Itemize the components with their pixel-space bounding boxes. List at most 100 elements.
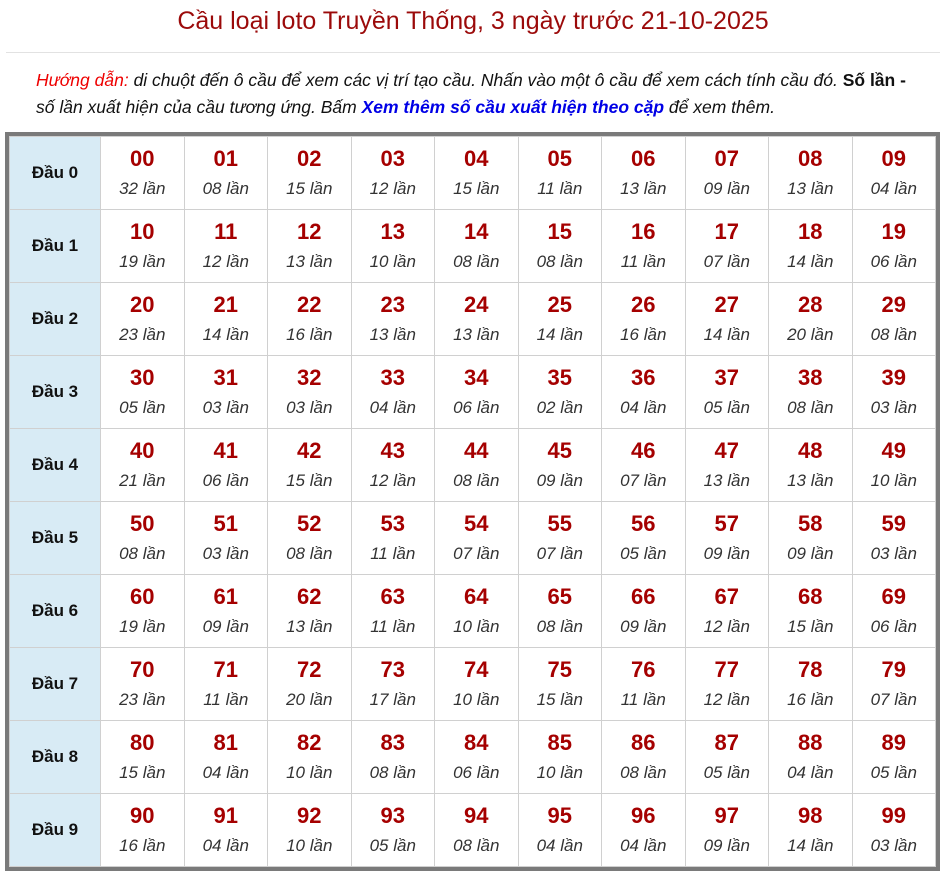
loto-cell-02[interactable]: 02 15 lần: [267, 136, 352, 210]
loto-cell-43[interactable]: 43 12 lần: [350, 428, 435, 502]
loto-cell-16[interactable]: 16 11 lần: [601, 209, 686, 283]
loto-cell-80[interactable]: 80 15 lần: [100, 720, 185, 794]
loto-cell-40[interactable]: 40 21 lần: [100, 428, 185, 502]
loto-cell-33[interactable]: 33 04 lần: [350, 355, 435, 429]
loto-cell-50[interactable]: 50 08 lần: [100, 501, 185, 575]
see-more-pairs-link[interactable]: Xem thêm số cầu xuất hiện theo cặp: [361, 97, 665, 117]
loto-cell-92[interactable]: 92 10 lần: [267, 793, 352, 867]
loto-cell-44[interactable]: 44 08 lần: [434, 428, 519, 502]
loto-cell-41[interactable]: 41 06 lần: [183, 428, 268, 502]
loto-cell-28[interactable]: 28 20 lần: [768, 282, 853, 356]
loto-cell-24[interactable]: 24 13 lần: [434, 282, 519, 356]
loto-cell-54[interactable]: 54 07 lần: [434, 501, 519, 575]
loto-cell-93[interactable]: 93 05 lần: [350, 793, 435, 867]
loto-cell-17[interactable]: 17 07 lần: [684, 209, 769, 283]
loto-cell-95[interactable]: 95 04 lần: [517, 793, 602, 867]
loto-cell-79[interactable]: 79 07 lần: [851, 647, 936, 721]
loto-cell-05[interactable]: 05 11 lần: [517, 136, 602, 210]
loto-cell-36[interactable]: 36 04 lần: [601, 355, 686, 429]
loto-cell-48[interactable]: 48 13 lần: [768, 428, 853, 502]
loto-cell-32[interactable]: 32 03 lần: [267, 355, 352, 429]
loto-cell-72[interactable]: 72 20 lần: [267, 647, 352, 721]
loto-cell-81[interactable]: 81 04 lần: [183, 720, 268, 794]
loto-cell-03[interactable]: 03 12 lần: [350, 136, 435, 210]
loto-cell-89[interactable]: 89 05 lần: [851, 720, 936, 794]
loto-cell-08[interactable]: 08 13 lần: [768, 136, 853, 210]
loto-cell-83[interactable]: 83 08 lần: [350, 720, 435, 794]
loto-cell-88[interactable]: 88 04 lần: [768, 720, 853, 794]
loto-cell-82[interactable]: 82 10 lần: [267, 720, 352, 794]
loto-cell-65[interactable]: 65 08 lần: [517, 574, 602, 648]
loto-cell-90[interactable]: 90 16 lần: [100, 793, 185, 867]
loto-cell-10[interactable]: 10 19 lần: [100, 209, 185, 283]
loto-cell-29[interactable]: 29 08 lần: [851, 282, 936, 356]
loto-cell-07[interactable]: 07 09 lần: [684, 136, 769, 210]
loto-cell-12[interactable]: 12 13 lần: [267, 209, 352, 283]
loto-cell-14[interactable]: 14 08 lần: [434, 209, 519, 283]
loto-cell-71[interactable]: 71 11 lần: [183, 647, 268, 721]
loto-cell-49[interactable]: 49 10 lần: [851, 428, 936, 502]
loto-cell-69[interactable]: 69 06 lần: [851, 574, 936, 648]
loto-cell-57[interactable]: 57 09 lần: [684, 501, 769, 575]
loto-cell-26[interactable]: 26 16 lần: [601, 282, 686, 356]
loto-cell-75[interactable]: 75 15 lần: [517, 647, 602, 721]
loto-cell-23[interactable]: 23 13 lần: [350, 282, 435, 356]
loto-cell-00[interactable]: 00 32 lần: [100, 136, 185, 210]
loto-cell-53[interactable]: 53 11 lần: [350, 501, 435, 575]
loto-cell-70[interactable]: 70 23 lần: [100, 647, 185, 721]
loto-cell-66[interactable]: 66 09 lần: [601, 574, 686, 648]
loto-cell-31[interactable]: 31 03 lần: [183, 355, 268, 429]
loto-cell-55[interactable]: 55 07 lần: [517, 501, 602, 575]
loto-cell-42[interactable]: 42 15 lần: [267, 428, 352, 502]
loto-cell-94[interactable]: 94 08 lần: [434, 793, 519, 867]
loto-cell-64[interactable]: 64 10 lần: [434, 574, 519, 648]
loto-cell-06[interactable]: 06 13 lần: [601, 136, 686, 210]
loto-cell-39[interactable]: 39 03 lần: [851, 355, 936, 429]
loto-cell-47[interactable]: 47 13 lần: [684, 428, 769, 502]
loto-cell-25[interactable]: 25 14 lần: [517, 282, 602, 356]
loto-cell-22[interactable]: 22 16 lần: [267, 282, 352, 356]
loto-cell-34[interactable]: 34 06 lần: [434, 355, 519, 429]
loto-cell-60[interactable]: 60 19 lần: [100, 574, 185, 648]
loto-cell-61[interactable]: 61 09 lần: [183, 574, 268, 648]
loto-cell-56[interactable]: 56 05 lần: [601, 501, 686, 575]
loto-cell-84[interactable]: 84 06 lần: [434, 720, 519, 794]
loto-cell-13[interactable]: 13 10 lần: [350, 209, 435, 283]
loto-cell-20[interactable]: 20 23 lần: [100, 282, 185, 356]
loto-cell-11[interactable]: 11 12 lần: [183, 209, 268, 283]
loto-cell-73[interactable]: 73 17 lần: [350, 647, 435, 721]
loto-cell-62[interactable]: 62 13 lần: [267, 574, 352, 648]
loto-cell-98[interactable]: 98 14 lần: [768, 793, 853, 867]
loto-cell-37[interactable]: 37 05 lần: [684, 355, 769, 429]
loto-cell-78[interactable]: 78 16 lần: [768, 647, 853, 721]
loto-cell-18[interactable]: 18 14 lần: [768, 209, 853, 283]
loto-cell-46[interactable]: 46 07 lần: [601, 428, 686, 502]
loto-cell-59[interactable]: 59 03 lần: [851, 501, 936, 575]
loto-cell-09[interactable]: 09 04 lần: [851, 136, 936, 210]
loto-cell-99[interactable]: 99 03 lần: [851, 793, 936, 867]
loto-cell-85[interactable]: 85 10 lần: [517, 720, 602, 794]
loto-cell-19[interactable]: 19 06 lần: [851, 209, 936, 283]
loto-cell-04[interactable]: 04 15 lần: [434, 136, 519, 210]
loto-cell-87[interactable]: 87 05 lần: [684, 720, 769, 794]
loto-cell-27[interactable]: 27 14 lần: [684, 282, 769, 356]
loto-cell-51[interactable]: 51 03 lần: [183, 501, 268, 575]
loto-cell-63[interactable]: 63 11 lần: [350, 574, 435, 648]
loto-cell-52[interactable]: 52 08 lần: [267, 501, 352, 575]
loto-cell-35[interactable]: 35 02 lần: [517, 355, 602, 429]
loto-cell-01[interactable]: 01 08 lần: [183, 136, 268, 210]
loto-cell-86[interactable]: 86 08 lần: [601, 720, 686, 794]
loto-cell-77[interactable]: 77 12 lần: [684, 647, 769, 721]
loto-cell-58[interactable]: 58 09 lần: [768, 501, 853, 575]
loto-cell-38[interactable]: 38 08 lần: [768, 355, 853, 429]
loto-cell-74[interactable]: 74 10 lần: [434, 647, 519, 721]
loto-cell-76[interactable]: 76 11 lần: [601, 647, 686, 721]
loto-cell-68[interactable]: 68 15 lần: [768, 574, 853, 648]
loto-cell-30[interactable]: 30 05 lần: [100, 355, 185, 429]
loto-cell-97[interactable]: 97 09 lần: [684, 793, 769, 867]
loto-cell-96[interactable]: 96 04 lần: [601, 793, 686, 867]
loto-cell-91[interactable]: 91 04 lần: [183, 793, 268, 867]
loto-cell-21[interactable]: 21 14 lần: [183, 282, 268, 356]
loto-cell-67[interactable]: 67 12 lần: [684, 574, 769, 648]
loto-cell-15[interactable]: 15 08 lần: [517, 209, 602, 283]
